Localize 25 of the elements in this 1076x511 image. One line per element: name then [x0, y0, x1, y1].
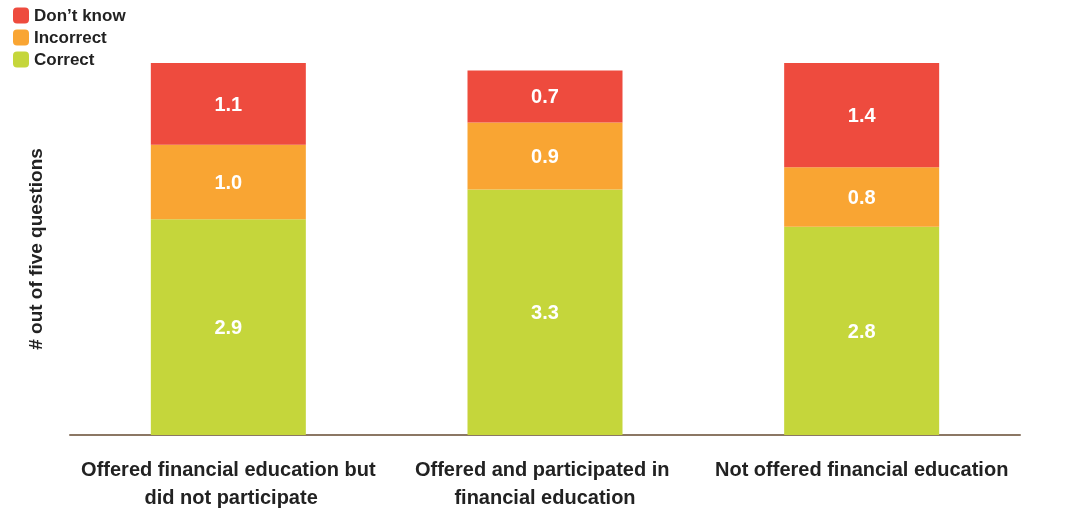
legend-label: Incorrect — [34, 28, 108, 47]
bar — [784, 226, 940, 435]
data-label: 1.0 — [214, 171, 243, 194]
y-axis-title: # out of five questions — [25, 148, 46, 350]
bar — [467, 122, 623, 190]
bar — [150, 144, 306, 220]
data-label: 0.7 — [531, 85, 559, 108]
data-label: 1.4 — [847, 104, 877, 127]
bar — [150, 219, 306, 435]
data-label: 0.8 — [847, 185, 876, 208]
data-label: 2.9 — [214, 316, 243, 339]
bar — [467, 70, 623, 123]
x-tick-label: Not offered financial education — [714, 458, 1009, 480]
data-label: 3.3 — [531, 301, 559, 324]
x-tick-label: Offered financial education but did not participate — [81, 458, 376, 508]
x-tick-label: Offered and participated in financial education — [414, 458, 676, 508]
data-label: 0.9 — [531, 145, 559, 167]
data-label: 1.1 — [214, 92, 243, 115]
legend-label: Don’t know — [34, 6, 127, 25]
bar — [784, 63, 940, 168]
bar — [150, 63, 306, 145]
bar — [784, 167, 940, 227]
bar — [467, 189, 623, 435]
legend-label: Correct — [34, 50, 95, 69]
data-label: 2.8 — [847, 319, 876, 342]
